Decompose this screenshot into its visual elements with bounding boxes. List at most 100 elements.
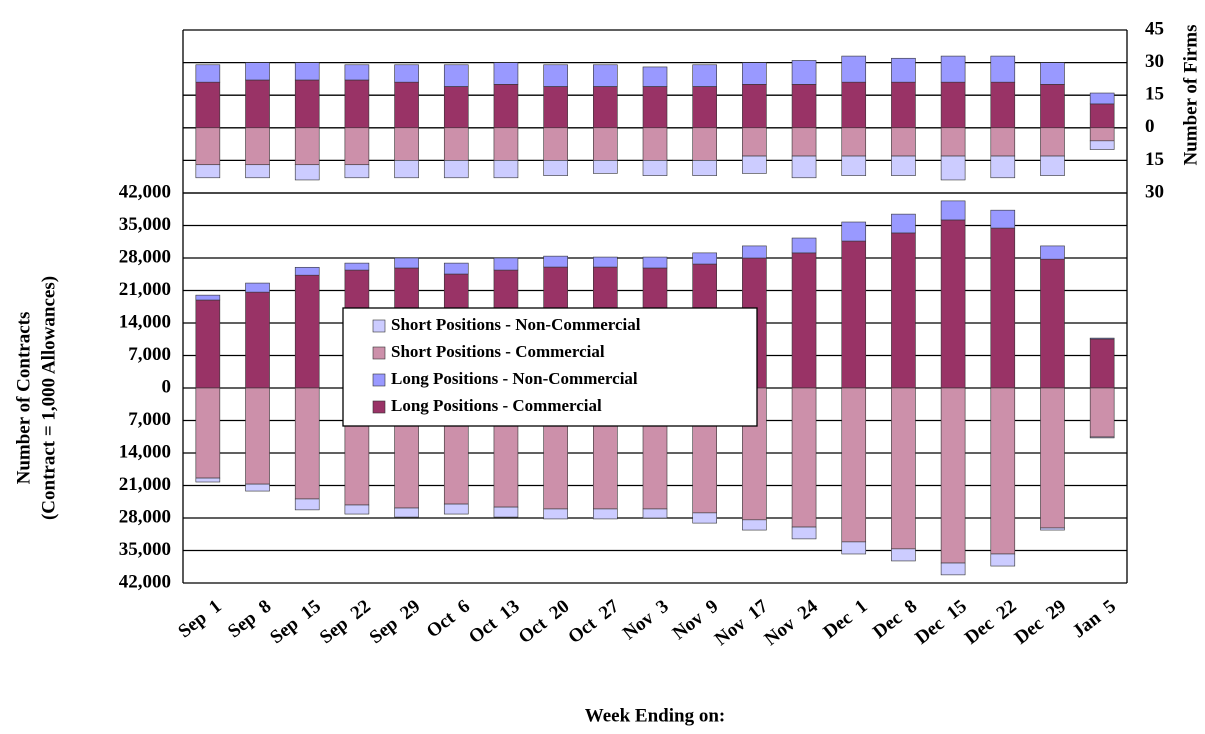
y-tick-label: 7,000: [128, 344, 171, 365]
bar: [245, 79, 270, 129]
bar: [891, 127, 916, 157]
x-tick-label: Sep 8: [224, 596, 275, 642]
legend-swatch: [372, 400, 386, 414]
legend-swatch: [372, 319, 386, 333]
bar: [841, 81, 867, 129]
bar: [394, 64, 419, 83]
bar: [692, 252, 717, 265]
x-tick-label: Oct 20: [515, 596, 574, 648]
bar: [195, 477, 221, 483]
legend-swatch: [372, 373, 386, 387]
bar: [294, 387, 320, 500]
bar: [1040, 127, 1065, 157]
bar: [443, 503, 469, 515]
y-axis-title: Number of Contracts: [13, 312, 34, 485]
bar: [245, 291, 270, 389]
y-tick-label: 42,000: [119, 571, 171, 592]
bar: [1089, 436, 1115, 439]
x-tick-label: Nov 24: [761, 596, 823, 651]
bar: [642, 86, 668, 129]
bar: [990, 209, 1016, 229]
bar: [841, 155, 867, 176]
bar: [195, 64, 221, 83]
bar: [344, 164, 370, 179]
bar: [493, 506, 519, 518]
bar: [940, 562, 966, 576]
bar: [841, 55, 867, 83]
y-tick-label: 28,000: [119, 246, 171, 267]
x-tick-label: Dec 29: [1011, 596, 1070, 649]
bar: [940, 127, 966, 157]
bar: [940, 200, 966, 221]
bar: [891, 548, 916, 562]
bar: [1040, 62, 1065, 85]
bar: [891, 232, 916, 389]
bar: [344, 262, 370, 271]
bar: [344, 504, 370, 515]
legend-label: Long Positions - Non-Commercial: [391, 369, 638, 388]
bar: [1040, 155, 1065, 176]
bar: [1089, 140, 1115, 150]
bar: [742, 155, 767, 174]
x-tick-label: Dec 15: [911, 596, 970, 649]
bar: [742, 62, 767, 85]
bar: [443, 262, 469, 275]
bar: [344, 79, 370, 129]
x-axis-title: Week Ending on:: [585, 705, 725, 726]
bar: [841, 541, 867, 555]
bar: [443, 86, 469, 129]
bar: [294, 274, 320, 389]
bar: [593, 86, 618, 129]
bar: [344, 127, 370, 166]
bar: [1040, 258, 1065, 389]
bar: [294, 79, 320, 129]
x-tick-label: Sep 1: [174, 596, 225, 642]
bar: [742, 519, 767, 531]
bar: [692, 512, 717, 524]
bar: [1040, 245, 1065, 260]
bar: [543, 64, 568, 87]
bar: [891, 57, 916, 83]
bar: [593, 127, 618, 161]
bar: [742, 127, 767, 157]
y-axis-title: (Contract = 1,000 Allowances): [38, 276, 59, 520]
bar: [692, 86, 717, 129]
x-tick-label: Sep 15: [266, 596, 325, 648]
bar: [394, 257, 419, 269]
x-tick-label: Sep 29: [366, 596, 425, 648]
bar: [940, 387, 966, 564]
legend: Short Positions - Non-Commercial Short Po…: [342, 307, 758, 427]
bar: [294, 62, 320, 81]
bar: [990, 553, 1016, 567]
bar: [891, 213, 916, 234]
bar: [990, 227, 1016, 389]
bar: [593, 256, 618, 268]
bar: [841, 240, 867, 389]
bar: [990, 155, 1016, 179]
y-tick-label: 45: [1145, 18, 1164, 39]
bar: [1089, 337, 1115, 340]
bar: [493, 160, 519, 179]
bar: [543, 508, 568, 520]
bar: [692, 127, 717, 161]
bar: [791, 252, 817, 389]
x-tick-label: Nov 3: [619, 596, 673, 644]
bar: [891, 387, 916, 550]
bar: [493, 127, 519, 161]
bar: [841, 387, 867, 543]
bar: [195, 299, 221, 389]
bar: [195, 387, 221, 479]
legend-label: Long Positions - Commercial: [391, 396, 602, 415]
bar: [195, 164, 221, 179]
bar: [841, 221, 867, 242]
y-tick-label: 35,000: [119, 214, 171, 235]
bar: [543, 127, 568, 161]
bar: [642, 66, 668, 87]
bar: [344, 64, 370, 81]
bar: [642, 256, 668, 269]
bar: [195, 294, 221, 301]
x-tick-label: Oct 27: [564, 596, 623, 649]
bar: [493, 84, 519, 129]
bar: [245, 62, 270, 81]
bar: [493, 257, 519, 271]
